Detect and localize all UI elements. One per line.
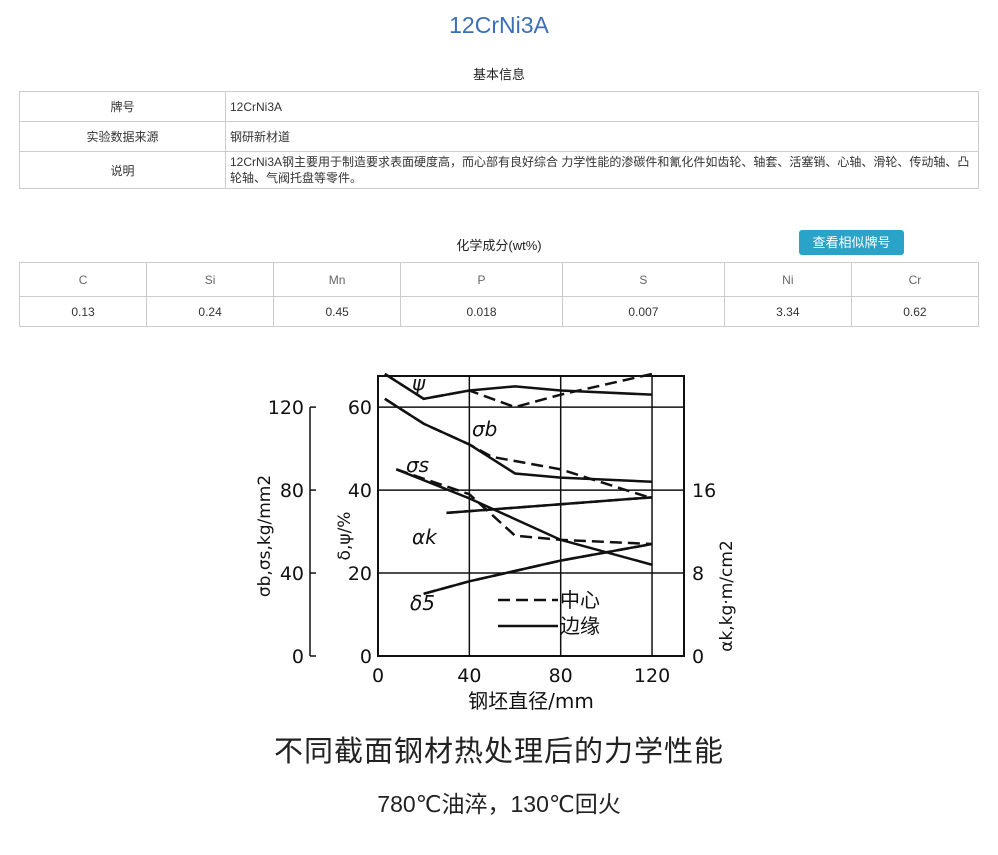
x-tick-label: 40 bbox=[457, 665, 481, 687]
table-row: C Si Mn P S Ni Cr bbox=[18, 262, 980, 297]
table-row: 0.13 0.24 0.45 0.018 0.007 3.34 0.62 bbox=[18, 296, 980, 327]
x-tick-label: 80 bbox=[549, 665, 573, 687]
property-chart: 0 40 80 120 钢坯直径/mm 0 20 40 60 0 40 80 120 0 8 16 σb,σs,… bbox=[240, 360, 760, 830]
table-row: 实验数据来源 钢研新材道 bbox=[19, 121, 979, 152]
chem-header: S bbox=[561, 262, 725, 297]
series-line-edge bbox=[446, 496, 653, 515]
chem-header: Mn bbox=[273, 262, 402, 297]
info-key: 说明 bbox=[19, 151, 226, 189]
basic-info-title: 基本信息 bbox=[472, 67, 525, 82]
right-y-tick-label: 16 bbox=[692, 480, 716, 502]
outer-y-tick-label: 0 bbox=[292, 646, 304, 668]
chem-value: 0.45 bbox=[273, 296, 402, 327]
info-value: 钢研新材道 bbox=[225, 121, 979, 152]
outer-y-axis-label: σb,σs,kg/mm2 bbox=[255, 475, 275, 597]
info-key: 实验数据来源 bbox=[19, 121, 226, 152]
info-value: 12CrNi3A bbox=[225, 91, 979, 122]
inner-y-axis-label: δ,ψ/% bbox=[335, 512, 355, 561]
chem-value: 0.13 bbox=[18, 296, 148, 327]
series-line-center bbox=[384, 397, 653, 500]
similar-grades-button[interactable]: 查看相似牌号 bbox=[799, 230, 904, 255]
chem-header: C bbox=[18, 262, 148, 297]
inner-y-tick-label: 60 bbox=[348, 397, 372, 419]
inner-y-tick-label: 0 bbox=[360, 646, 372, 668]
table-row: 牌号 12CrNi3A bbox=[19, 91, 979, 122]
chem-title: 化学成分(wt%) bbox=[456, 238, 542, 253]
series-label-sigma-b: σb bbox=[472, 417, 497, 441]
table-row: 说明 12CrNi3A钢主要用于制造要求表面硬度高，而心部有良好综合 力学性能的… bbox=[19, 151, 979, 189]
right-y-axis-label: αk,kg·m/cm2 bbox=[717, 540, 737, 652]
series-line-edge bbox=[395, 468, 653, 566]
legend-label-edge: 边缘 bbox=[560, 614, 600, 638]
inner-y-tick-label: 40 bbox=[348, 480, 372, 502]
basic-info-table: 牌号 12CrNi3A 实验数据来源 钢研新材道 说明 12CrNi3A钢主要用… bbox=[19, 91, 979, 189]
x-tick-label: 120 bbox=[634, 665, 670, 687]
chem-header: Ni bbox=[723, 262, 852, 297]
inner-y-tick-label: 20 bbox=[348, 563, 372, 585]
info-value: 12CrNi3A钢主要用于制造要求表面硬度高，而心部有良好综合 力学性能的渗碳件… bbox=[225, 151, 979, 189]
outer-y-tick-label: 80 bbox=[280, 480, 304, 502]
legend-label-center: 中心 bbox=[560, 588, 600, 612]
series-label-delta5: δ5 bbox=[410, 591, 435, 615]
chem-value: 0.24 bbox=[146, 296, 275, 327]
chem-value: 0.62 bbox=[850, 296, 980, 327]
chem-header: Cr bbox=[850, 262, 980, 297]
series-label-sigma-s: σs bbox=[406, 453, 429, 477]
info-key: 牌号 bbox=[19, 91, 226, 122]
outer-y-tick-label: 120 bbox=[268, 397, 304, 419]
series-line-center bbox=[446, 496, 653, 515]
outer-y-tick-label: 40 bbox=[280, 563, 304, 585]
x-tick-label: 0 bbox=[372, 665, 384, 687]
chart-svg: 0 40 80 120 钢坯直径/mm 0 20 40 60 0 40 80 120 0 8 16 σb,σs,… bbox=[255, 371, 737, 713]
x-axis-label: 钢坯直径/mm bbox=[468, 689, 594, 713]
series-label-psi: ψ bbox=[412, 371, 426, 395]
page-title: 12CrNi3A bbox=[449, 12, 549, 38]
series-label-alpha-k: αk bbox=[412, 525, 438, 549]
chem-value: 3.34 bbox=[723, 296, 852, 327]
figure-caption: 不同截面钢材热处理后的力学性能 bbox=[273, 736, 724, 768]
chem-value: 0.007 bbox=[561, 296, 725, 327]
right-y-tick-label: 0 bbox=[692, 646, 704, 668]
chem-table: C Si Mn P S Ni Cr 0.13 0.24 0.45 0.018 0… bbox=[18, 262, 980, 327]
figure-subcaption: 780℃油淬，130℃回火 bbox=[377, 791, 621, 817]
series-line-center bbox=[423, 542, 653, 595]
chem-header: P bbox=[400, 262, 563, 297]
chem-value: 0.018 bbox=[400, 296, 563, 327]
series-line-center bbox=[384, 372, 653, 409]
chem-header: Si bbox=[146, 262, 275, 297]
right-y-tick-label: 8 bbox=[692, 563, 704, 585]
